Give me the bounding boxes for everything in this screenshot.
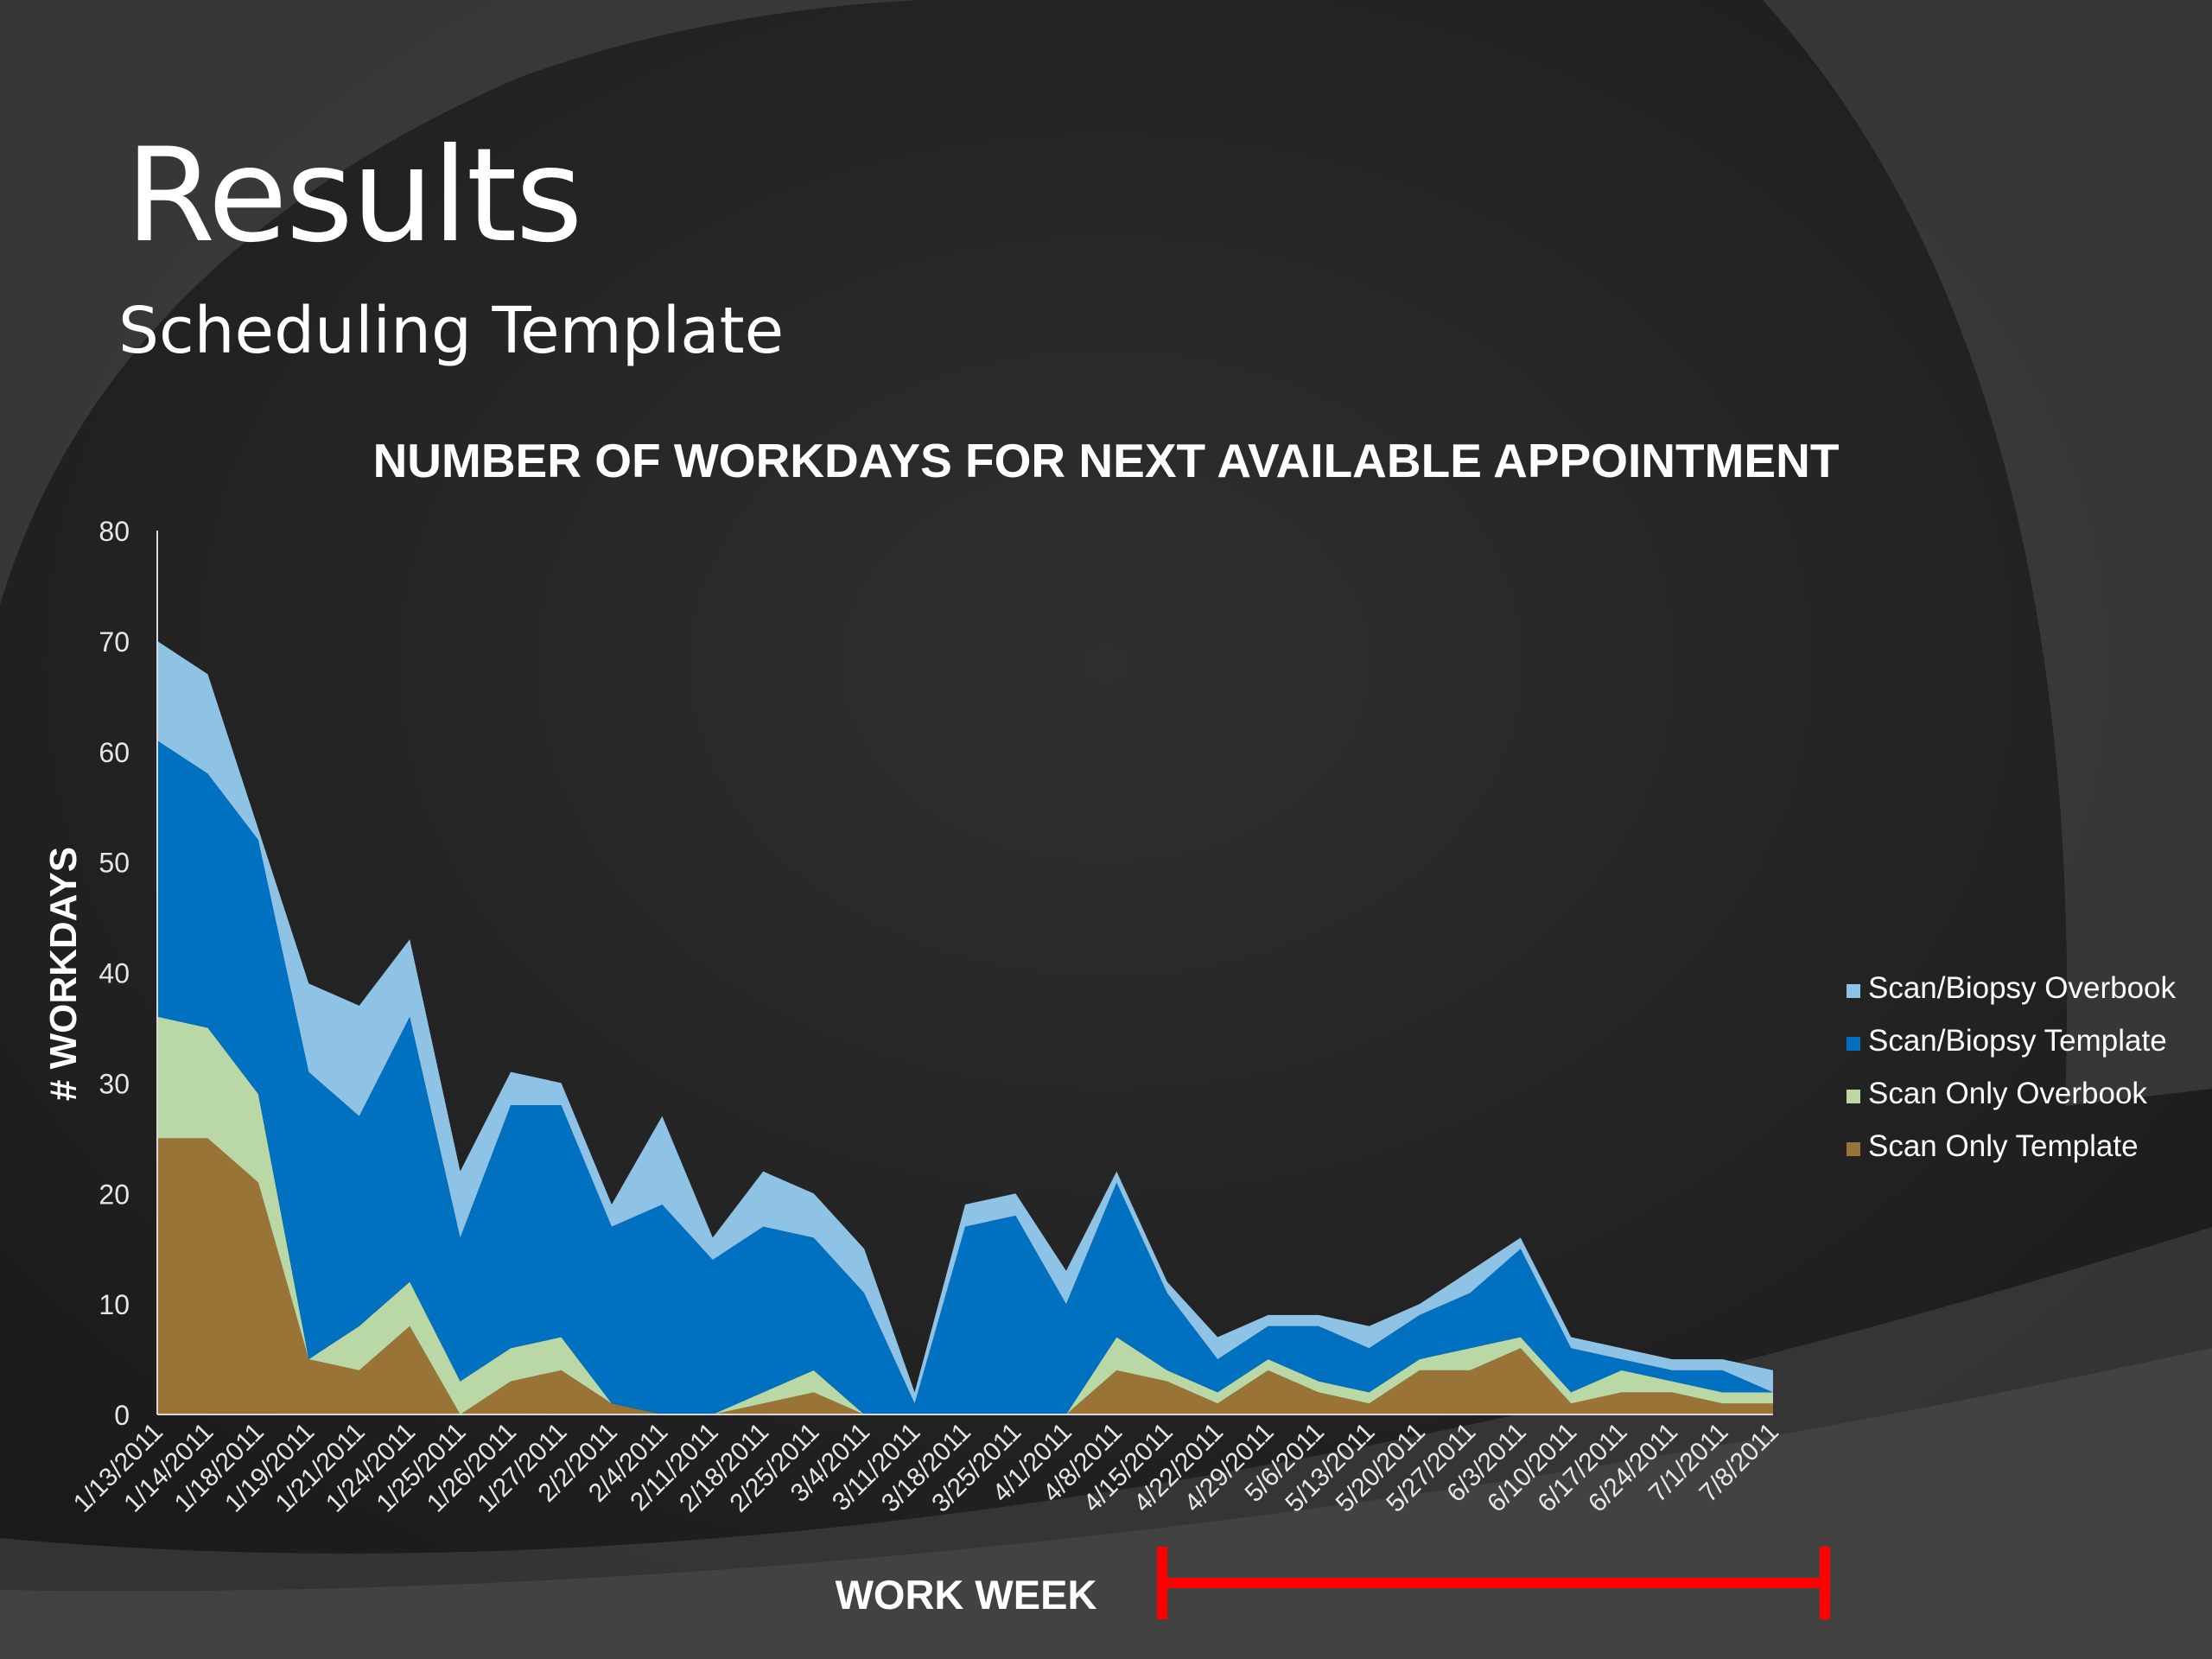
x-tick-labels: 1/13/20111/14/20111/18/20111/19/20111/21… bbox=[68, 1418, 1784, 1518]
legend-swatch bbox=[1847, 1037, 1860, 1051]
chart-legend: Scan/Biopsy Overbook Scan/Biopsy Template… bbox=[1847, 971, 2177, 1163]
chart-areas bbox=[157, 640, 1773, 1414]
y-tick-label: 50 bbox=[99, 848, 130, 879]
y-tick-labels: 0 10 20 30 40 50 60 70 80 bbox=[99, 516, 130, 1431]
legend-swatch bbox=[1847, 1090, 1860, 1103]
y-axis-label: # WORKDAYS bbox=[42, 847, 85, 1101]
x-axis-label: WORK WEEK bbox=[836, 1572, 1097, 1618]
slide-subtitle: Scheduling Template bbox=[118, 294, 785, 368]
slide-title: Results bbox=[125, 121, 583, 271]
y-tick-label: 70 bbox=[99, 626, 130, 658]
chart-axes bbox=[156, 531, 1773, 1415]
highlight-bracket bbox=[1157, 1547, 1830, 1619]
y-tick-label: 10 bbox=[99, 1289, 130, 1320]
area-series-scan-only-template bbox=[157, 1138, 1773, 1414]
chart-title: NUMBER OF WORKDAYS FOR NEXT AVAILABLE AP… bbox=[373, 434, 1840, 487]
legend-label: Scan/Biopsy Template bbox=[1868, 1024, 2167, 1058]
legend-label: Scan Only Overbook bbox=[1868, 1077, 2147, 1110]
y-tick-label: 30 bbox=[99, 1068, 130, 1099]
y-tick-label: 60 bbox=[99, 737, 130, 768]
legend-swatch bbox=[1847, 984, 1860, 998]
y-tick-label: 40 bbox=[99, 958, 130, 989]
legend-swatch bbox=[1847, 1142, 1860, 1156]
y-tick-label: 0 bbox=[114, 1400, 130, 1431]
legend-label: Scan/Biopsy Overbook bbox=[1868, 971, 2177, 1005]
legend-label: Scan Only Template bbox=[1868, 1129, 2139, 1163]
y-tick-label: 20 bbox=[99, 1179, 130, 1210]
area-series-scan-biopsy-template bbox=[157, 740, 1773, 1414]
y-tick-label: 80 bbox=[99, 516, 130, 547]
